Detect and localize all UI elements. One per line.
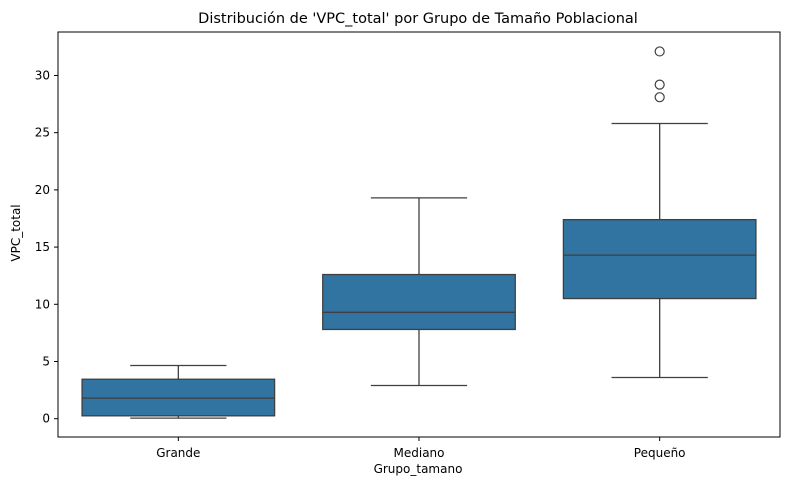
box-group: [322, 197, 516, 387]
y-tick-label: 0: [42, 412, 50, 426]
plot-area: 0 5 10 15 20 25 30 Grande Mediano Pequeño: [35, 31, 781, 460]
y-tick-label: 30: [35, 68, 50, 82]
x-tick-label: Pequeño: [634, 446, 686, 460]
y-tick-label: 5: [42, 354, 50, 368]
y-tick-label: 20: [35, 183, 50, 197]
x-tick-label: Grande: [156, 446, 200, 460]
outlier-point: [654, 92, 665, 103]
box-group: [562, 46, 757, 379]
chart-title: Distribución de 'VPC_total' por Grupo de…: [198, 11, 638, 27]
x-axis-label: Grupo_tamano: [374, 462, 463, 476]
y-tick-label: 25: [35, 126, 50, 140]
outlier-point: [654, 79, 665, 90]
box-group: [81, 364, 276, 419]
box-iqr: [322, 273, 516, 331]
box-iqr: [562, 218, 757, 300]
x-tick-label: Mediano: [394, 446, 445, 460]
y-tick-label: 10: [35, 297, 50, 311]
y-tick-label: 15: [35, 240, 50, 254]
y-axis-label: VPC_total: [9, 204, 23, 261]
outlier-point: [654, 46, 665, 57]
